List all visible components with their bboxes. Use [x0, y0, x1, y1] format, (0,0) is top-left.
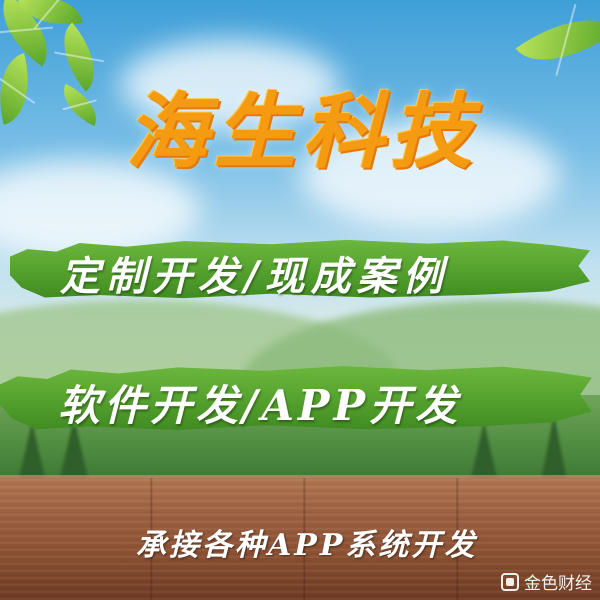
brand-title: 海生科技 — [126, 84, 478, 180]
brush-stroke — [0, 366, 592, 430]
tagline-app-system-development: 承接各种APP系统开发 — [136, 528, 478, 563]
wooden-table — [0, 478, 600, 600]
watermark-logo-icon — [501, 572, 519, 591]
watermark: 金色财经 — [501, 569, 592, 594]
tree — [540, 414, 568, 486]
cloud — [300, 120, 560, 230]
brush-stroke — [10, 239, 590, 299]
tagline-custom-development: 定制开发/现成案例 — [60, 253, 449, 300]
cloud — [120, 40, 340, 130]
tagline-software-app-development: 软件开发/APP开发 — [58, 381, 462, 430]
tree — [18, 422, 46, 482]
watermark-text: 金色财经 — [524, 574, 592, 594]
tree — [60, 418, 88, 478]
tree — [470, 422, 498, 482]
